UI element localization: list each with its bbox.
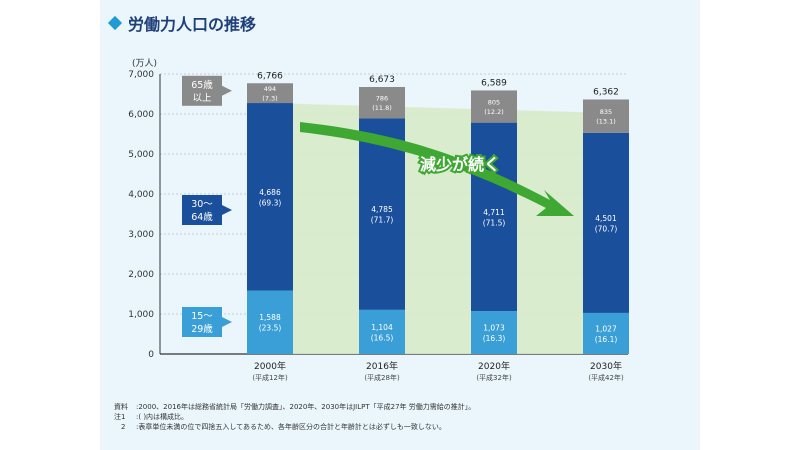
legend-pointer <box>222 205 232 215</box>
note-row: 資料 :2000、2016年は総務省統計局「労働力調査」、2020年、2030年… <box>114 402 475 412</box>
bar-value-label: 4,785 <box>371 205 393 214</box>
bar-segment <box>359 309 405 354</box>
bar-segment <box>583 132 629 313</box>
bar-segment <box>583 312 629 354</box>
legend-label: 64歳 <box>191 211 213 223</box>
legend-label: 29歳 <box>191 323 213 335</box>
bar-share-label: (71.5) <box>483 218 506 227</box>
y-tick-label: 6,000 <box>128 110 154 120</box>
y-tick-label: 7,000 <box>128 70 154 80</box>
bar-segment <box>247 290 293 354</box>
note-text: :2000、2016年は総務省統計局「労働力調査」、2020年、2030年はJI… <box>136 403 476 411</box>
x-tick-sublabel: (平成12年) <box>252 373 288 382</box>
bar-value-label: 1,588 <box>259 313 281 322</box>
bar-segment <box>359 87 405 119</box>
bar-value-label: 786 <box>376 95 388 103</box>
bar-share-label: (16.5) <box>371 333 394 342</box>
trend-band <box>270 103 606 354</box>
bar-value-label: 4,501 <box>595 214 617 223</box>
title-row: 労働力人口の推移 <box>107 11 257 35</box>
legend-label: 15〜 <box>191 311 213 322</box>
bar-share-label: (7.3) <box>262 95 277 103</box>
y-tick-label: 2,000 <box>128 270 154 280</box>
bar-share-label: (16.3) <box>483 334 506 343</box>
trend-arrow-icon <box>300 122 574 216</box>
total-label: 6,673 <box>369 75 395 85</box>
legend-box <box>182 195 222 225</box>
chart-title: 労働力人口の推移 <box>128 15 257 34</box>
bar-segment <box>359 118 405 310</box>
bar-value-label: 1,104 <box>371 323 393 332</box>
bar-segment <box>583 99 629 133</box>
y-tick-label: 5,000 <box>128 150 154 160</box>
note-label: 資料 <box>114 403 128 411</box>
x-tick-sublabel: (平成42年) <box>588 373 624 382</box>
trend-annotation: 減少が続く <box>420 155 500 174</box>
x-tick-label: 2000年 <box>254 360 286 372</box>
legend-label: 65歳 <box>191 79 213 91</box>
legend-label: 30〜 <box>191 199 213 210</box>
bar-value-label: 835 <box>600 108 612 116</box>
legend-pointer <box>222 85 232 96</box>
y-tick-label: 1,000 <box>128 310 154 320</box>
bar-segment <box>247 83 293 104</box>
bar-share-label: (12.2) <box>484 108 504 116</box>
note-label: 2 <box>114 423 126 431</box>
bar-share-label: (13.1) <box>596 118 616 126</box>
legend-label: 以上 <box>192 93 212 104</box>
legend-pointer <box>222 317 232 327</box>
bar-segment <box>471 90 517 123</box>
bar-share-label: (69.3) <box>259 198 282 207</box>
legend-box <box>182 307 222 337</box>
x-tick-sublabel: (平成28年) <box>364 373 400 382</box>
note-row: 2 :表章単位未満の位で四捨五入してあるため、各年齢区分の合計と年齢計とは必ずし… <box>114 422 475 432</box>
note-text: :( )内は構成比。 <box>136 413 189 421</box>
bar-share-label: (16.1) <box>595 335 618 344</box>
total-label: 6,766 <box>257 71 283 81</box>
bar-share-label: (11.8) <box>372 104 392 112</box>
note-row: 注1 :( )内は構成比。 <box>114 412 475 422</box>
bar-segment <box>471 311 517 354</box>
bar-share-label: (70.7) <box>595 224 618 233</box>
total-label: 6,362 <box>593 88 619 98</box>
y-tick-label: 3,000 <box>128 230 154 240</box>
x-tick-label: 2020年 <box>478 360 510 372</box>
source-notes: 資料 :2000、2016年は総務省統計局「労働力調査」、2020年、2030年… <box>114 402 475 432</box>
y-tick-label: 4,000 <box>128 190 154 200</box>
note-label: 注1 <box>114 413 126 421</box>
bar-value-label: 494 <box>264 85 276 93</box>
diamond-icon <box>107 15 123 31</box>
bar-value-label: 805 <box>488 99 500 107</box>
bar-value-label: 1,027 <box>595 324 617 333</box>
total-label: 6,589 <box>481 78 507 88</box>
bar-value-label: 4,686 <box>259 188 281 197</box>
y-axis-label: (万人) <box>132 58 157 69</box>
x-tick-sublabel: (平成32年) <box>476 373 512 382</box>
bar-value-label: 1,073 <box>483 324 505 333</box>
x-tick-label: 2016年 <box>366 360 398 372</box>
bar-share-label: (23.5) <box>259 324 282 333</box>
legend-box <box>182 75 222 106</box>
bar-value-label: 4,711 <box>483 208 505 217</box>
bar-segment <box>247 103 293 291</box>
bar-segment <box>471 122 517 312</box>
x-tick-label: 2030年 <box>590 360 622 372</box>
y-tick-label: 0 <box>148 350 154 360</box>
chart: (万人) 0 1,000 2,000 3,000 4,000 5,000 6,000 7,000… <box>128 58 629 382</box>
note-text: :表章単位未満の位で四捨五入してあるため、各年齢区分の合計と年齢計とは必ずしも一… <box>136 423 446 431</box>
bar-share-label: (71.7) <box>371 216 394 225</box>
